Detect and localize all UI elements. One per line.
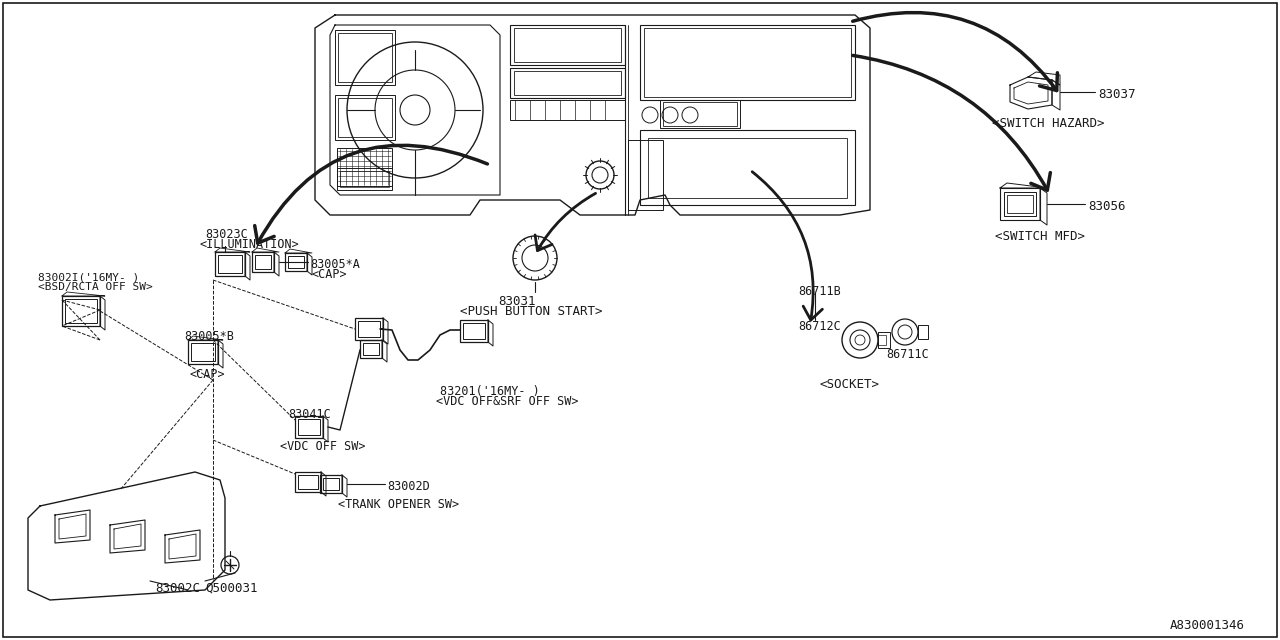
Text: Q500031: Q500031 (205, 582, 257, 595)
Bar (878, 335, 886, 345)
Text: 86711B: 86711B (797, 285, 841, 298)
Bar (644, 28, 851, 97)
Bar (215, 252, 244, 276)
Bar (648, 138, 847, 198)
Bar (509, 100, 625, 120)
Text: <VDC OFF&SRF OFF SW>: <VDC OFF&SRF OFF SW> (436, 395, 579, 408)
Text: <SWITCH MFD>: <SWITCH MFD> (995, 230, 1085, 243)
Text: 83037: 83037 (1098, 88, 1135, 101)
Bar (218, 255, 242, 273)
Bar (323, 478, 339, 490)
Bar (1000, 188, 1039, 220)
Text: <SWITCH HAZARD>: <SWITCH HAZARD> (992, 117, 1105, 130)
FancyArrowPatch shape (753, 172, 822, 320)
Text: 83002C: 83002C (155, 582, 200, 595)
Bar (252, 252, 274, 272)
Bar (364, 343, 379, 355)
Bar (294, 416, 323, 438)
FancyArrowPatch shape (852, 13, 1057, 90)
Bar (640, 25, 855, 100)
Text: 86712C: 86712C (797, 320, 841, 333)
Bar (188, 340, 218, 364)
Bar (191, 343, 215, 361)
Bar (288, 256, 305, 268)
Bar (515, 71, 621, 95)
Text: 83031: 83031 (498, 295, 535, 308)
Bar (320, 475, 342, 493)
Text: 83005*A: 83005*A (310, 258, 360, 271)
Bar (663, 102, 737, 126)
Bar (337, 148, 392, 186)
Text: A830001346: A830001346 (1170, 619, 1245, 632)
Text: <CAP>: <CAP> (312, 268, 348, 281)
Text: 83023C: 83023C (205, 228, 248, 241)
Text: <PUSH BUTTON START>: <PUSH BUTTON START> (460, 305, 603, 318)
Bar (463, 323, 485, 339)
Bar (660, 100, 740, 128)
Bar (65, 299, 97, 323)
Bar (918, 325, 928, 339)
Text: <ILLUMINATION>: <ILLUMINATION> (200, 238, 300, 251)
Bar (1004, 192, 1036, 216)
Bar (294, 472, 321, 492)
Text: <BSD/RCTA OFF SW>: <BSD/RCTA OFF SW> (38, 282, 152, 292)
Bar (61, 296, 100, 326)
Text: <CAP>: <CAP> (189, 368, 225, 381)
FancyArrowPatch shape (535, 193, 595, 251)
Bar (255, 255, 271, 269)
Bar (340, 171, 389, 187)
Bar (509, 68, 625, 98)
Bar (337, 168, 392, 190)
Bar (298, 475, 317, 489)
Bar (628, 140, 663, 210)
Bar (298, 419, 320, 435)
FancyArrowPatch shape (852, 56, 1051, 190)
Bar (360, 340, 381, 358)
Bar (338, 33, 392, 82)
Text: 83056: 83056 (1088, 200, 1125, 213)
Bar (640, 130, 855, 205)
Text: <VDC OFF SW>: <VDC OFF SW> (280, 440, 366, 453)
Bar (509, 25, 625, 65)
Text: 83005*B: 83005*B (184, 330, 234, 343)
Bar (335, 30, 396, 85)
Bar (285, 253, 307, 271)
Bar (1007, 195, 1033, 213)
Text: 83002D: 83002D (387, 480, 430, 493)
FancyArrowPatch shape (255, 145, 488, 243)
Bar (358, 321, 380, 337)
Text: 83002I('16MY- ): 83002I('16MY- ) (38, 272, 140, 282)
Text: <SOCKET>: <SOCKET> (820, 378, 881, 391)
Text: 86711C: 86711C (886, 348, 929, 361)
Text: 83041C: 83041C (288, 408, 330, 421)
Bar (338, 98, 392, 137)
Text: 83201('16MY- ): 83201('16MY- ) (440, 385, 540, 398)
Bar (878, 332, 890, 348)
Text: <TRANK OPENER SW>: <TRANK OPENER SW> (338, 498, 460, 511)
Bar (515, 28, 621, 62)
Bar (355, 318, 383, 340)
Bar (335, 95, 396, 140)
Bar (460, 320, 488, 342)
